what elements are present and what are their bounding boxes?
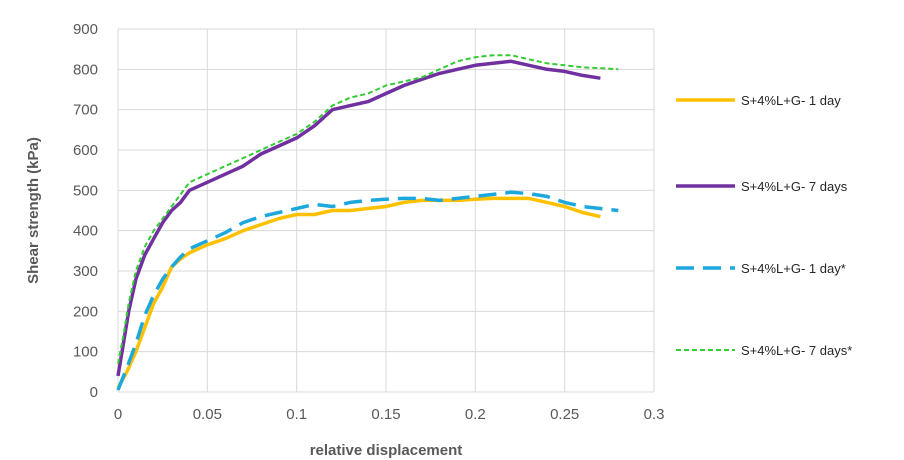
legend-label-3: S+4%L+G- 1 day* (741, 261, 846, 276)
x-tick-label: 0.05 (193, 406, 222, 423)
series-line-2 (116, 59, 601, 377)
x-tick-label: 0.25 (550, 406, 579, 423)
y-tick-label: 100 (73, 344, 98, 361)
series-line-3 (116, 190, 619, 391)
y-tick-label: 300 (73, 263, 98, 280)
x-tick-labels: 0 0.05 0.1 0.15 0.2 0.25 0.3 (114, 406, 665, 423)
y-tick-label: 200 (73, 303, 98, 320)
y-tick-label: 500 (73, 182, 98, 199)
legend-label-1: S+4%L+G- 1 day (741, 93, 841, 108)
y-tick-label: 600 (73, 142, 98, 159)
legend-label-2: S+4%L+G- 7 days (741, 179, 848, 194)
x-tick-label: 0.1 (286, 406, 307, 423)
y-axis-label: Shear strength (kPa) (25, 137, 42, 284)
series-line-1 (116, 196, 601, 389)
legend: S+4%L+G- 1 day S+4%L+G- 7 days S+4%L+G- 1 … (676, 93, 852, 358)
series-line-4 (117, 54, 619, 364)
x-tick-label: 0.15 (371, 406, 400, 423)
legend-label-4: S+4%L+G- 7 days* (741, 343, 852, 358)
grid-lines (117, 28, 655, 393)
y-tick-label: 800 (73, 61, 98, 78)
x-tick-label: 0.2 (465, 406, 486, 423)
x-axis-label: relative displacement (310, 442, 463, 459)
x-tick-label: 0.3 (644, 406, 665, 423)
y-tick-label: 900 (73, 21, 98, 38)
y-tick-label: 0 (90, 384, 98, 401)
y-tick-labels: 0 100 200 300 400 500 600 700 800 900 (73, 21, 98, 401)
x-tick-label: 0 (114, 406, 122, 423)
y-tick-label: 400 (73, 223, 98, 240)
y-tick-label: 700 (73, 102, 98, 119)
series-lines (116, 54, 619, 391)
